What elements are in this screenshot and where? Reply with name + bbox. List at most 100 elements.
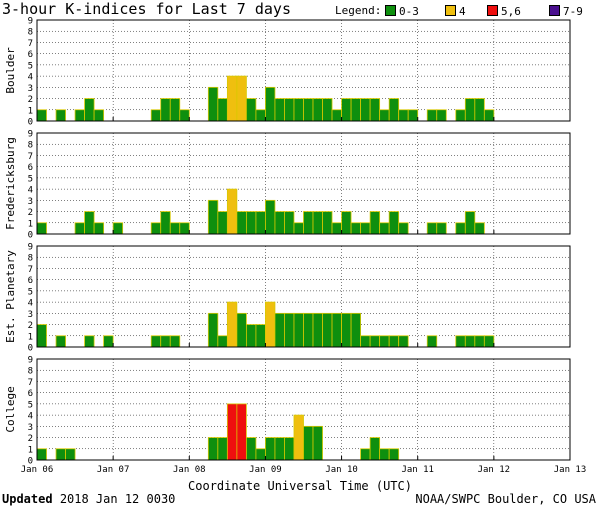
y-tick-fredericksburg-5: 5 [28,174,33,184]
y-tick-est-planetary-5: 5 [28,287,33,297]
bar-boulder-13 [160,98,171,122]
x-tick-label-jan-07: Jan 07 [97,465,130,475]
bar-boulder-20 [226,75,238,122]
bar-boulder-2 [55,109,66,122]
bar-est-planetary-46 [474,335,485,348]
bar-fredericksburg-31 [331,222,342,235]
bar-college-26 [284,437,295,461]
bar-est-planetary-45 [464,335,476,348]
bar-college-23 [255,448,266,461]
bar-college-0 [36,448,47,461]
bar-boulder-41 [426,109,438,122]
y-tick-fredericksburg-2: 2 [28,208,33,218]
y-tick-boulder-3: 3 [28,84,33,94]
bar-fredericksburg-19 [217,211,228,235]
y-tick-college-6: 6 [28,389,33,399]
y-tick-boulder-6: 6 [28,50,33,60]
legend-swatch-7-9 [549,5,560,16]
bar-boulder-12 [150,109,162,122]
x-tick-label-jan-13: Jan 13 [554,465,587,475]
bar-boulder-5 [84,98,95,122]
bar-fredericksburg-15 [179,222,190,235]
bar-est-planetary-34 [360,335,371,348]
bar-est-planetary-28 [303,312,314,348]
bar-fredericksburg-23 [255,211,266,235]
bar-college-19 [217,437,228,461]
bar-boulder-32 [341,98,352,122]
y-tick-boulder-1: 1 [28,106,33,116]
panel-frame-college [36,358,571,461]
bar-est-planetary-36 [379,335,390,348]
y-tick-est-planetary-0: 0 [28,344,33,354]
credit-text: NOAA/SWPC Boulder, CO USA [415,492,596,506]
legend-text-5-6: 5,6 [501,5,521,18]
bar-boulder-46 [474,98,485,122]
bar-fredericksburg-20 [226,188,238,235]
y-tick-college-0: 0 [28,457,33,467]
y-tick-college-1: 1 [28,445,33,455]
bar-boulder-30 [322,98,333,122]
y-tick-boulder-8: 8 [28,28,33,38]
bar-fredericksburg-27 [293,222,304,235]
bar-fredericksburg-34 [360,222,371,235]
y-tick-est-planetary-6: 6 [28,276,33,286]
y-tick-college-9: 9 [28,356,33,366]
x-tick-label-jan-12: Jan 12 [478,465,511,475]
x-axis-label: Coordinate Universal Time (UTC) [188,479,412,493]
bar-est-planetary-37 [388,335,400,348]
y-tick-boulder-4: 4 [28,73,33,83]
bar-boulder-27 [293,98,304,122]
bar-est-planetary-26 [284,312,295,348]
bar-est-planetary-12 [150,335,162,348]
panel-label-college: College [4,386,17,432]
bar-fredericksburg-13 [160,211,171,235]
y-tick-boulder-7: 7 [28,39,33,49]
y-tick-fredericksburg-1: 1 [28,219,33,229]
bar-fredericksburg-36 [379,222,390,235]
bar-fredericksburg-29 [312,211,323,235]
bar-boulder-42 [436,109,447,122]
bar-boulder-44 [455,109,466,122]
bar-college-34 [360,448,371,461]
bar-boulder-22 [245,98,257,122]
bar-boulder-4 [74,109,85,122]
bar-est-planetary-47 [483,335,495,348]
bar-college-18 [207,437,219,461]
bar-est-planetary-14 [169,335,181,348]
bar-fredericksburg-45 [464,211,476,235]
bar-fredericksburg-44 [455,222,466,235]
bar-boulder-31 [331,109,342,122]
bar-fredericksburg-6 [93,222,105,235]
bar-est-planetary-44 [455,335,466,348]
y-tick-est-planetary-9: 9 [28,243,33,253]
bar-est-planetary-35 [369,335,381,348]
y-tick-fredericksburg-8: 8 [28,141,33,151]
y-tick-college-2: 2 [28,434,33,444]
legend-swatch-4 [445,5,456,16]
legend-text-4: 4 [459,5,466,18]
bar-est-planetary-41 [426,335,438,348]
legend-swatch-0-3 [385,5,396,16]
bar-boulder-21 [236,75,247,122]
x-tick-label-jan-09: Jan 09 [249,465,282,475]
bar-est-planetary-24 [265,301,276,348]
bar-boulder-37 [388,98,400,122]
bar-fredericksburg-14 [169,222,181,235]
y-tick-college-5: 5 [28,400,33,410]
x-tick-label-jan-11: Jan 11 [401,465,434,475]
bar-boulder-35 [369,98,381,122]
bar-fredericksburg-33 [350,222,362,235]
legend-text-7-9: 7-9 [563,5,583,18]
y-tick-est-planetary-3: 3 [28,310,33,320]
bar-college-3 [65,448,76,461]
bar-est-planetary-20 [226,301,238,348]
panel-label-est-planetary: Est. Planetary [4,250,17,343]
y-tick-college-3: 3 [28,423,33,433]
y-tick-boulder-2: 2 [28,95,33,105]
panel-label-fredericksburg: Fredericksburg [4,137,17,230]
bar-fredericksburg-25 [274,211,285,235]
panel-frame-est-planetary [36,245,571,348]
bar-fredericksburg-26 [284,211,295,235]
bar-fredericksburg-28 [303,211,314,235]
bar-est-planetary-38 [398,335,409,348]
